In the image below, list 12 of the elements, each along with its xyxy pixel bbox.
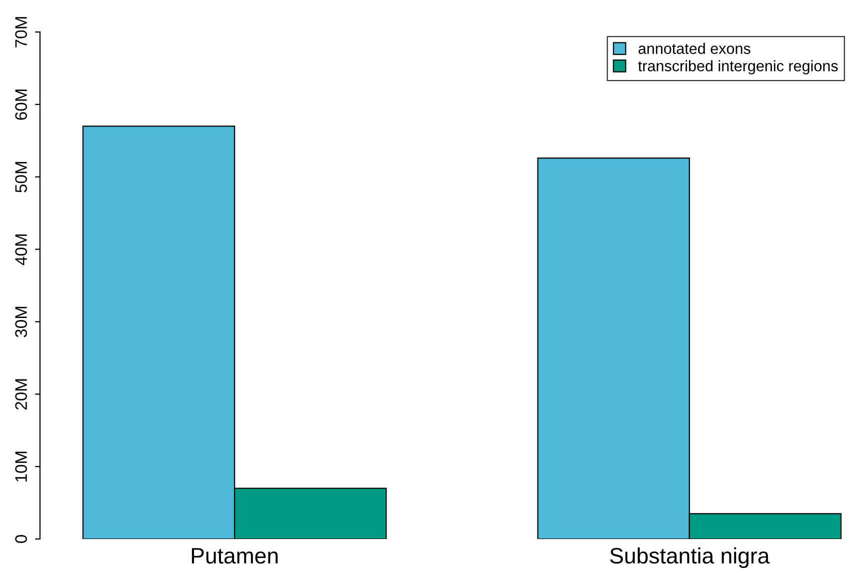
legend-label: annotated exons [638,42,750,54]
legend-label: transcribed intergenic regions [638,60,838,74]
y-tick-label: 30M [15,306,27,338]
x-tick-label: Putamen [192,548,278,564]
y-tick-label: 70M [15,17,27,48]
x-tick-label: Substantia nigra [610,547,770,568]
y-tick-label: 0 [15,535,27,543]
y-tick-label: 10M [15,452,27,482]
y-tick-label: 20M [15,379,27,410]
y-tick-label: 60M [15,90,27,120]
y-tick-label: 50M [15,162,27,192]
y-tick-label: 40M [15,234,27,266]
